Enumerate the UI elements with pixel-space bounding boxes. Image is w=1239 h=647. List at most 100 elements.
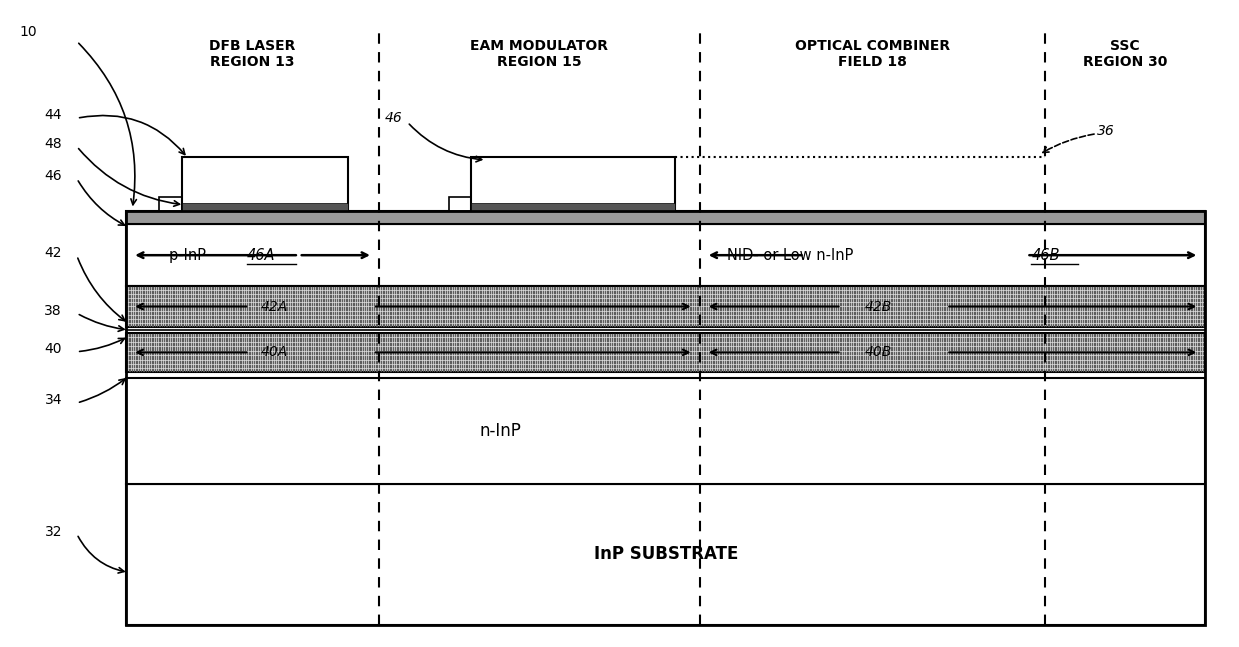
Point	[764, 340, 784, 351]
Point	[1011, 313, 1031, 324]
Point	[1036, 311, 1056, 321]
Point	[1043, 295, 1063, 305]
Point	[512, 333, 532, 343]
Point	[341, 285, 361, 296]
Point	[786, 366, 805, 377]
Point	[634, 348, 654, 358]
Point	[992, 344, 1012, 355]
Point	[823, 298, 843, 308]
Point	[420, 360, 440, 370]
Point	[764, 296, 784, 307]
Point	[802, 344, 821, 355]
Point	[436, 305, 456, 316]
Point	[436, 355, 456, 365]
Point	[315, 281, 335, 292]
Point	[341, 364, 361, 374]
Point	[815, 342, 835, 352]
Point	[472, 334, 492, 344]
Point	[1097, 316, 1116, 326]
Point	[1084, 338, 1104, 348]
Point	[1068, 317, 1088, 327]
Point	[1020, 361, 1040, 371]
Point	[872, 313, 892, 324]
Point	[229, 308, 249, 318]
Point	[133, 342, 152, 352]
Point	[1036, 308, 1056, 318]
Point	[136, 335, 156, 345]
Point	[819, 317, 839, 327]
Point	[895, 361, 914, 371]
Point	[294, 298, 313, 308]
Point	[358, 284, 378, 294]
Point	[826, 336, 846, 347]
Point	[478, 365, 498, 375]
Point	[518, 314, 538, 325]
Point	[1109, 289, 1129, 300]
Point	[922, 304, 942, 314]
Point	[890, 300, 909, 311]
Point	[981, 344, 1001, 355]
Point	[890, 353, 909, 364]
Point	[1123, 348, 1142, 358]
Point	[805, 312, 825, 322]
Point	[327, 289, 347, 300]
Point	[499, 320, 519, 330]
Point	[857, 317, 877, 327]
Point	[856, 314, 876, 325]
Point	[916, 364, 935, 374]
Point	[1007, 321, 1027, 331]
Point	[348, 365, 368, 375]
Point	[399, 294, 419, 304]
Point	[615, 356, 634, 366]
Point	[612, 318, 632, 329]
Point	[1094, 296, 1114, 307]
Point	[429, 298, 449, 308]
Point	[1038, 357, 1058, 367]
Point	[674, 294, 694, 304]
Point	[1152, 366, 1172, 377]
Point	[1014, 294, 1033, 304]
Point	[149, 294, 169, 304]
Point	[361, 360, 380, 370]
Point	[843, 342, 862, 352]
Point	[1103, 333, 1123, 343]
Point	[872, 308, 892, 318]
Point	[256, 295, 276, 305]
Point	[1144, 355, 1163, 365]
Point	[452, 285, 472, 296]
Point	[784, 292, 804, 303]
Point	[450, 345, 470, 356]
Point	[1059, 284, 1079, 294]
Point	[1189, 302, 1209, 312]
Point	[1032, 333, 1052, 343]
Point	[196, 351, 216, 361]
Point	[233, 302, 253, 312]
Point	[898, 295, 918, 305]
Point	[565, 340, 585, 351]
Point	[810, 342, 830, 352]
Point	[508, 304, 528, 314]
Point	[1074, 283, 1094, 293]
Point	[986, 299, 1006, 309]
Point	[1167, 291, 1187, 302]
Point	[1097, 331, 1116, 342]
Point	[916, 299, 935, 309]
Point	[1031, 295, 1051, 305]
Point	[1038, 291, 1058, 302]
Point	[383, 356, 403, 366]
Point	[698, 294, 717, 304]
Point	[416, 283, 436, 293]
Point	[782, 345, 802, 356]
Point	[757, 336, 777, 347]
Point	[1018, 288, 1038, 298]
Point	[406, 312, 426, 322]
Point	[150, 314, 170, 325]
Point	[341, 366, 361, 377]
Point	[227, 313, 247, 324]
Point	[729, 357, 748, 367]
Point	[290, 366, 310, 377]
Point	[129, 343, 149, 353]
Point	[377, 329, 396, 339]
Point	[414, 292, 434, 303]
Point	[299, 289, 318, 300]
